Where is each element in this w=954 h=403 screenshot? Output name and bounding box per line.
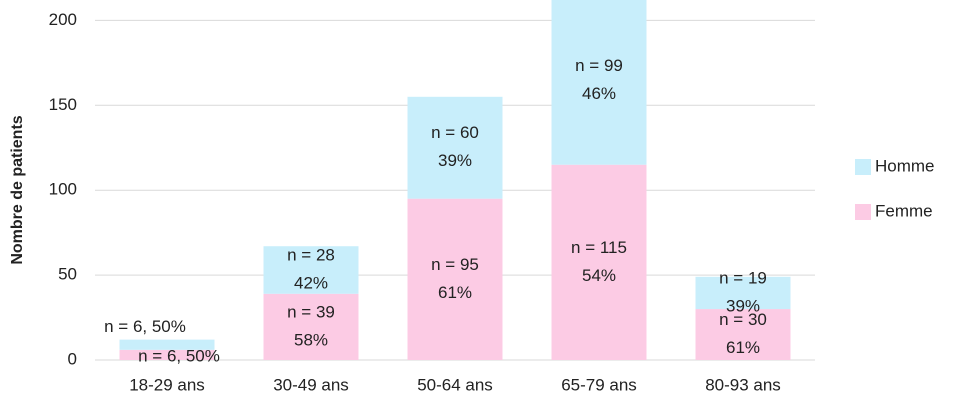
- data-label: n = 99: [575, 56, 623, 75]
- bar-segment: [551, 164, 647, 360]
- bar-segment: [119, 339, 215, 350]
- y-tick-label: 150: [49, 95, 77, 114]
- y-tick-label: 50: [58, 265, 77, 284]
- data-label: n = 115: [571, 238, 627, 257]
- x-tick-label: 50-64 ans: [417, 375, 493, 394]
- x-tick-label: 30-49 ans: [273, 375, 349, 394]
- bar-segment: [263, 293, 359, 360]
- bar-segment: [695, 309, 791, 360]
- data-label: 42%: [294, 273, 328, 292]
- legend-swatch: [855, 204, 871, 220]
- x-tick-label: 65-79 ans: [561, 375, 637, 394]
- bar-segment: [407, 96, 503, 199]
- legend-label: Femme: [875, 201, 933, 220]
- bar-segment: [263, 246, 359, 294]
- bar-segment: [407, 198, 503, 360]
- y-tick-label: 200: [49, 10, 77, 29]
- y-tick-label: 100: [49, 180, 77, 199]
- data-label: 39%: [726, 296, 760, 315]
- data-label: n = 30: [719, 310, 767, 329]
- data-label: n = 95: [431, 255, 479, 274]
- bar-segment: [551, 0, 647, 165]
- y-axis-label: Nombre de patients: [9, 115, 26, 264]
- data-label: 39%: [438, 151, 472, 170]
- data-label: n = 6, 50%: [138, 346, 220, 365]
- data-label: n = 28: [287, 245, 335, 264]
- y-tick-label: 0: [68, 349, 77, 368]
- data-label: 61%: [438, 283, 472, 302]
- x-tick-label: 80-93 ans: [705, 375, 781, 394]
- data-label: 58%: [294, 330, 328, 349]
- data-label: 54%: [582, 266, 616, 285]
- data-label: n = 39: [287, 302, 335, 321]
- data-label: n = 60: [431, 123, 479, 142]
- x-tick-label: 18-29 ans: [129, 375, 205, 394]
- data-label: 46%: [582, 84, 616, 103]
- bar-segment: [119, 349, 215, 360]
- legend-swatch: [855, 159, 871, 175]
- data-label: n = 6, 50%: [104, 317, 186, 336]
- legend-label: Homme: [875, 156, 935, 175]
- data-label: 61%: [726, 338, 760, 357]
- data-label: n = 19: [719, 268, 767, 287]
- bar-segment: [695, 276, 791, 310]
